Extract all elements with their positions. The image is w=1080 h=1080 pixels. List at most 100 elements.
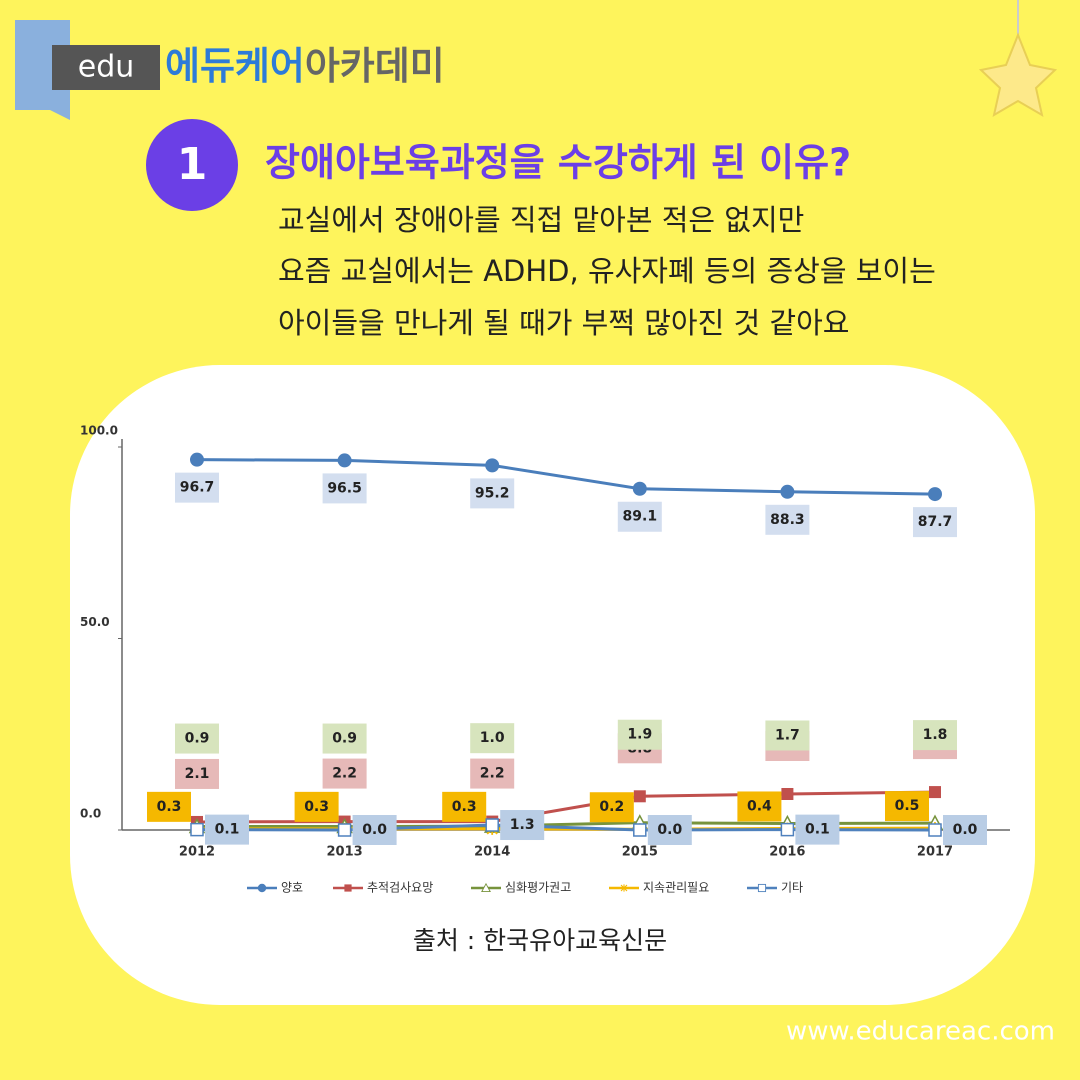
value-label-bg bbox=[795, 814, 840, 845]
value-label: 0.0 bbox=[953, 822, 978, 838]
x-tick-label: 2012 bbox=[179, 845, 215, 860]
value-label: 0.3 bbox=[304, 799, 329, 815]
legend-label: 심화평가권고 bbox=[505, 881, 571, 895]
value-label: 1.8 bbox=[923, 727, 948, 743]
legend-label: 양호 bbox=[281, 881, 303, 895]
value-label: 1.3 bbox=[510, 817, 535, 833]
body-line: 교실에서 장애아를 직접 맡아본 적은 없지만 bbox=[278, 203, 804, 237]
value-label: 0.9 bbox=[185, 731, 210, 747]
logo-suffix: 아카데미 bbox=[305, 44, 445, 88]
x-tick-label: 2015 bbox=[622, 845, 658, 860]
x-tick-label: 2017 bbox=[917, 845, 953, 860]
point bbox=[928, 823, 942, 837]
value-label: 96.5 bbox=[327, 480, 362, 496]
value-label-bg bbox=[737, 791, 782, 822]
value-label: 96.7 bbox=[180, 480, 215, 496]
point bbox=[632, 481, 647, 496]
series-line bbox=[196, 458, 936, 496]
value-label: 89.1 bbox=[623, 509, 658, 525]
value-label: 0.3 bbox=[452, 799, 477, 815]
value-label: 2.2 bbox=[332, 766, 357, 782]
value-label-bg bbox=[765, 504, 810, 535]
legend-symbol bbox=[481, 882, 491, 893]
number-badge bbox=[146, 119, 238, 211]
legend-symbol bbox=[757, 883, 767, 893]
x-tick-label: 2013 bbox=[327, 845, 363, 860]
star-decoration bbox=[978, 32, 1058, 118]
x-tick-label: 2016 bbox=[769, 845, 805, 860]
point bbox=[781, 787, 794, 800]
body-line: 아이들을 만나게 될 때가 부쩍 많아진 것 같아요 bbox=[278, 306, 849, 340]
y-tick-label: 100.0 bbox=[80, 424, 118, 438]
point bbox=[485, 818, 499, 832]
value-label: 0.4 bbox=[747, 798, 772, 814]
point bbox=[929, 786, 941, 799]
source: 출처 : 한국유아교육신문 bbox=[413, 926, 667, 955]
heading: 장애아보육과정을 수강하게 된 이유? bbox=[265, 141, 851, 185]
value-label-bg bbox=[175, 723, 219, 754]
point bbox=[485, 458, 500, 473]
value-label: 0.1 bbox=[215, 822, 240, 838]
value-label: 2.1 bbox=[185, 766, 210, 782]
value-label-bg bbox=[470, 723, 515, 754]
logo-brand: 에듀케어 bbox=[165, 44, 305, 88]
value-label: 2.2 bbox=[480, 766, 505, 782]
value-label: 0.5 bbox=[895, 798, 920, 814]
logo-shape bbox=[52, 45, 160, 90]
point bbox=[780, 822, 795, 837]
value-label: 1.0 bbox=[480, 730, 505, 746]
legend-label: 추적검사요망 bbox=[367, 881, 433, 895]
point bbox=[337, 453, 352, 468]
value-label: 1.7 bbox=[775, 727, 800, 743]
value-label: 0.0 bbox=[657, 822, 682, 838]
value-label-bg bbox=[470, 478, 515, 509]
point bbox=[633, 823, 647, 837]
value-label: 95.2 bbox=[475, 485, 510, 501]
value-label-bg bbox=[352, 815, 397, 845]
value-label-bg bbox=[147, 791, 191, 822]
value-label-bg bbox=[322, 758, 367, 789]
point bbox=[337, 823, 352, 837]
legend-label: 지속관리필요 bbox=[643, 881, 709, 895]
value-label-bg bbox=[765, 720, 810, 751]
value-label: 1.9 bbox=[627, 727, 652, 743]
point bbox=[190, 822, 204, 837]
value-label-bg bbox=[470, 758, 515, 789]
value-label-bg bbox=[442, 791, 487, 822]
value-label-bg bbox=[500, 810, 545, 841]
number: 1 bbox=[177, 139, 208, 190]
value-label-bg bbox=[322, 723, 367, 754]
point bbox=[190, 452, 204, 467]
body-line: 요즘 교실에서는 ADHD, 유사자폐 등의 증상을 보이는 bbox=[278, 254, 936, 288]
value-label: 0.3 bbox=[157, 799, 182, 815]
logo-text: 에듀케어아카데미 bbox=[165, 44, 445, 88]
x-tick-label: 2014 bbox=[474, 845, 510, 860]
point bbox=[633, 790, 646, 803]
chart: 0.0 50.0 100.0 2012 2013 2014 2015 2016 2017 96.7… bbox=[80, 424, 1010, 895]
legend-symbol bbox=[620, 884, 628, 892]
legend-symbol bbox=[344, 884, 352, 892]
value-label-bg bbox=[322, 473, 367, 504]
url: www.educareac.com bbox=[786, 1017, 1055, 1047]
value-label: 0.0 bbox=[362, 822, 387, 838]
value-label-bg bbox=[647, 815, 692, 845]
value-label-bg bbox=[943, 815, 987, 845]
value-label-bg bbox=[617, 501, 662, 532]
point bbox=[928, 487, 942, 502]
value-label-bg bbox=[885, 791, 929, 822]
value-label-bg bbox=[294, 791, 339, 822]
y-tick-label: 0.0 bbox=[80, 807, 101, 821]
value-label-bg bbox=[175, 472, 219, 503]
value-label: 88.3 bbox=[770, 512, 805, 528]
value-label-bg bbox=[913, 720, 957, 751]
value-label-bg bbox=[617, 719, 662, 750]
value-label: 0.9 bbox=[332, 731, 357, 747]
value-label-bg bbox=[589, 792, 634, 823]
value-label: 0.2 bbox=[599, 799, 624, 815]
point bbox=[780, 484, 795, 499]
value-label-bg bbox=[913, 507, 957, 538]
y-tick-label: 50.0 bbox=[80, 615, 110, 629]
value-label: 87.7 bbox=[918, 514, 953, 530]
value-label-bg bbox=[175, 758, 219, 789]
